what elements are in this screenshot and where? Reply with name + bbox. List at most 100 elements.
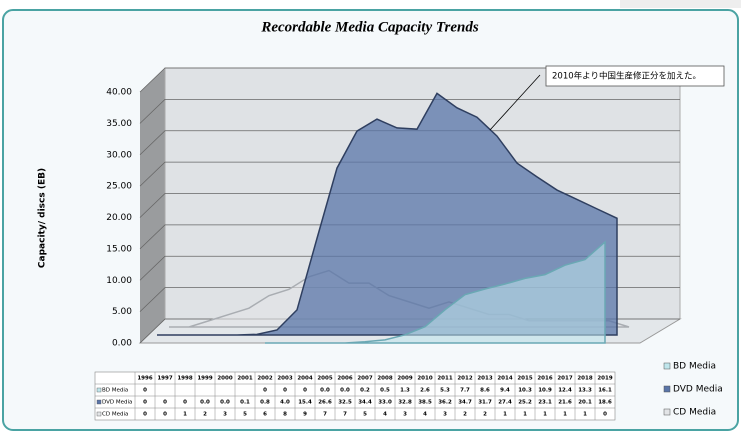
- table-value: 0.0: [340, 388, 350, 394]
- x-tick-label: 2001: [237, 376, 252, 382]
- legend-swatch: [663, 408, 671, 416]
- grid-line: [139, 98, 680, 124]
- table-value: 0.0: [220, 400, 230, 406]
- table-value: 0: [143, 388, 147, 394]
- table-value: 9.4: [500, 388, 510, 394]
- y-tick-label: 15.00: [106, 244, 132, 254]
- x-tick-label: 2015: [517, 376, 532, 382]
- table-value: 13.3: [578, 388, 592, 394]
- table-swatch: [96, 399, 102, 405]
- table-value: 15.4: [298, 400, 312, 406]
- table-value: 23.1: [538, 400, 552, 406]
- table-value: 0: [263, 388, 267, 394]
- x-tick-label: 2018: [577, 376, 592, 382]
- x-tick-label: 2014: [497, 376, 512, 382]
- table-row-label: CD Media: [102, 412, 128, 418]
- legend-swatch: [663, 362, 671, 370]
- table-value: 6: [263, 412, 267, 418]
- x-tick-label: 1997: [157, 376, 172, 382]
- x-tick-label: 2017: [557, 376, 572, 382]
- table-value: 2.6: [420, 388, 430, 394]
- table-value: 33.0: [378, 400, 392, 406]
- x-tick-label: 2009: [397, 376, 412, 382]
- table-value: 1: [523, 412, 527, 418]
- table-value: 8: [283, 412, 287, 418]
- table-value: 31.7: [478, 400, 492, 406]
- table-value: 12.4: [558, 388, 572, 394]
- table-value: 10.3: [518, 388, 532, 394]
- table-value: 5: [243, 412, 247, 418]
- table-value: 7: [323, 412, 327, 418]
- area: [265, 240, 606, 344]
- table-value: 18.6: [598, 400, 612, 406]
- x-tick-label: 2011: [437, 376, 452, 382]
- table-value: 3: [443, 412, 447, 418]
- x-tick-label: 2008: [377, 376, 392, 382]
- table-value: 0: [143, 412, 147, 418]
- table-value: 21.6: [558, 400, 572, 406]
- table-value: 26.6: [318, 400, 332, 406]
- x-tick-label: 2013: [477, 376, 492, 382]
- table-value: 10.9: [538, 388, 552, 394]
- x-tick-label: 2003: [277, 376, 292, 382]
- table-swatch: [96, 387, 102, 393]
- x-tick-label: 1998: [177, 376, 192, 382]
- x-tick-label: 2016: [537, 376, 552, 382]
- table-value: 2: [203, 412, 207, 418]
- table-value: 4.0: [280, 400, 290, 406]
- x-tick-label: 2010: [417, 376, 432, 382]
- table-row-label: BD Media: [102, 388, 128, 394]
- y-tick-label: 5.00: [112, 307, 132, 317]
- table-value: 9: [303, 412, 307, 418]
- y-tick-label: 40.00: [106, 88, 132, 98]
- table-value: 36.2: [438, 400, 452, 406]
- y-axis-label: Capacity/ discs (EB): [38, 168, 48, 268]
- annotation-box: [545, 65, 725, 87]
- area: [157, 92, 618, 336]
- table-value: 0: [183, 400, 187, 406]
- table-value: 1: [503, 412, 507, 418]
- table-value: 27.4: [498, 400, 512, 406]
- table-value: 0.2: [360, 388, 370, 394]
- x-tick-label: 2005: [317, 376, 332, 382]
- table-value: 25.2: [518, 400, 532, 406]
- annotation: 2010年より中国生産修正分を加えた。: [552, 71, 701, 82]
- y-tick-label: 30.00: [106, 150, 132, 160]
- table-value: 4: [423, 412, 427, 418]
- table-value: 0.1: [240, 400, 250, 406]
- x-tick-label: 2002: [257, 376, 272, 382]
- table-value: 0.5: [380, 388, 390, 394]
- table-value: 0.0: [320, 388, 330, 394]
- table-value: 4: [383, 412, 387, 418]
- table-value: 0: [303, 388, 307, 394]
- table-value: 3: [223, 412, 227, 418]
- x-tick-label: 2019: [597, 376, 612, 382]
- legend-label: BD Media: [673, 362, 716, 372]
- table-value: 34.4: [358, 400, 372, 406]
- table-value: 32.8: [398, 400, 412, 406]
- y-tick-label: 35.00: [106, 119, 132, 129]
- table-value: 5.3: [440, 388, 450, 394]
- table-value: 1: [563, 412, 567, 418]
- legend-label: DVD Media: [673, 385, 723, 395]
- table-value: 0: [163, 400, 167, 406]
- y-tick-label: 10.00: [106, 276, 132, 286]
- x-tick-label: 2004: [297, 376, 312, 382]
- table-value: 20.1: [578, 400, 592, 406]
- table-value: 1: [543, 412, 547, 418]
- y-tick-label: 25.00: [106, 182, 132, 192]
- x-tick-label: 2012: [457, 376, 472, 382]
- top-bar: [620, 0, 741, 8]
- x-tick-label: 2006: [337, 376, 352, 382]
- x-tick-label: 1996: [137, 376, 152, 382]
- y-tick-label: 20.00: [106, 213, 132, 223]
- table-swatch: [96, 411, 102, 417]
- grid-line: [139, 130, 680, 156]
- table-value: 0: [603, 412, 607, 418]
- table-value: 38.5: [418, 400, 432, 406]
- table-value: 0.8: [260, 400, 270, 406]
- x-tick-label: 1999: [197, 376, 212, 382]
- legend-label: CD Media: [673, 408, 716, 418]
- table-value: 0: [163, 412, 167, 418]
